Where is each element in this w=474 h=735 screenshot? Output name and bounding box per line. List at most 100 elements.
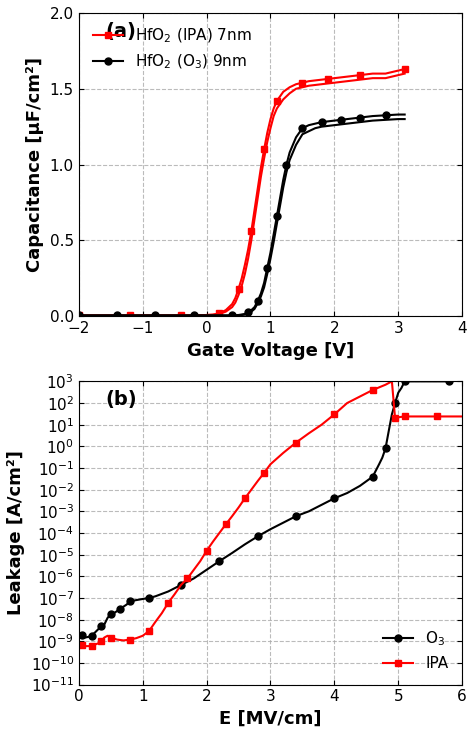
HfO$_2$ (O$_3$) 9nm xyxy=(127,311,133,320)
HfO$_2$ (IPA) 7nm xyxy=(287,83,292,92)
X-axis label: Gate Voltage [V]: Gate Voltage [V] xyxy=(187,342,354,359)
HfO$_2$ (O$_3$) 9nm xyxy=(268,248,273,257)
HfO$_2$ (O$_3$) 9nm xyxy=(140,311,146,320)
Line: HfO$_2$ (O$_3$) 9nm: HfO$_2$ (O$_3$) 9nm xyxy=(75,111,408,319)
Y-axis label: Leakage [A/cm²]: Leakage [A/cm²] xyxy=(7,451,25,615)
O$_3$ xyxy=(408,377,414,386)
O$_3$ xyxy=(124,600,129,609)
O$_3$ xyxy=(380,453,385,462)
IPA xyxy=(79,640,85,649)
IPA xyxy=(82,642,88,650)
HfO$_2$ (IPA) 7nm xyxy=(258,163,264,172)
HfO$_2$ (O$_3$) 9nm xyxy=(153,311,158,320)
Y-axis label: Capacitance [μF/cm²]: Capacitance [μF/cm²] xyxy=(26,57,44,272)
IPA xyxy=(389,377,395,386)
HfO$_2$ (O$_3$) 9nm xyxy=(364,112,369,121)
IPA xyxy=(261,468,267,477)
O$_3$ xyxy=(399,384,404,392)
HfO$_2$ (IPA) 7nm xyxy=(236,284,241,293)
HfO$_2$ (O$_3$) 9nm xyxy=(242,309,248,318)
HfO$_2$ (O$_3$) 9nm xyxy=(229,311,235,320)
O$_3$ xyxy=(268,525,273,534)
O$_3$ xyxy=(242,540,248,549)
Text: (a): (a) xyxy=(106,22,137,41)
O$_3$ xyxy=(95,625,101,634)
HfO$_2$ (IPA) 7nm xyxy=(229,300,235,309)
O$_3$ xyxy=(92,628,98,637)
IPA xyxy=(242,494,248,503)
O$_3$ xyxy=(357,481,363,490)
HfO$_2$ (IPA) 7nm xyxy=(89,311,94,320)
HfO$_2$ (O$_3$) 9nm xyxy=(395,110,401,119)
O$_3$ xyxy=(165,587,171,596)
O$_3$ xyxy=(108,610,114,619)
O$_3$ xyxy=(376,460,382,469)
HfO$_2$ (IPA) 7nm xyxy=(274,96,280,105)
Line: IPA: IPA xyxy=(79,378,465,650)
HfO$_2$ (O$_3$) 9nm xyxy=(383,111,388,120)
O$_3$ xyxy=(111,609,117,617)
HfO$_2$ (O$_3$) 9nm xyxy=(325,117,331,126)
HfO$_2$ (IPA) 7nm xyxy=(242,260,248,269)
O$_3$ xyxy=(85,633,91,642)
HfO$_2$ (O$_3$) 9nm xyxy=(277,193,283,202)
O$_3$ xyxy=(89,631,94,640)
IPA xyxy=(459,412,465,421)
O$_3$ xyxy=(306,507,312,516)
O$_3$ xyxy=(79,631,85,639)
O$_3$ xyxy=(146,594,152,603)
HfO$_2$ (O$_3$) 9nm xyxy=(319,118,324,126)
HfO$_2$ (O$_3$) 9nm xyxy=(402,110,408,119)
O$_3$ xyxy=(82,633,88,642)
HfO$_2$ (IPA) 7nm xyxy=(217,309,222,318)
HfO$_2$ (IPA) 7nm xyxy=(204,311,210,320)
HfO$_2$ (IPA) 7nm xyxy=(306,76,312,85)
O$_3$ xyxy=(127,597,133,606)
O$_3$ xyxy=(395,388,401,397)
O$_3$ xyxy=(153,592,158,600)
HfO$_2$ (O$_3$) 9nm xyxy=(217,311,222,320)
HfO$_2$ (O$_3$) 9nm xyxy=(338,115,344,124)
HfO$_2$ (O$_3$) 9nm xyxy=(274,212,280,220)
HfO$_2$ (IPA) 7nm xyxy=(383,69,388,78)
O$_3$ xyxy=(319,501,324,509)
HfO$_2$ (IPA) 7nm xyxy=(252,206,257,215)
HfO$_2$ (O$_3$) 9nm xyxy=(344,115,350,123)
HfO$_2$ (IPA) 7nm xyxy=(261,145,267,154)
HfO$_2$ (IPA) 7nm xyxy=(312,76,318,85)
HfO$_2$ (O$_3$) 9nm xyxy=(191,311,197,320)
IPA xyxy=(184,574,190,583)
HfO$_2$ (IPA) 7nm xyxy=(264,129,270,137)
O$_3$ xyxy=(389,410,395,419)
O$_3$ xyxy=(331,494,337,503)
Legend: O$_3$, IPA: O$_3$, IPA xyxy=(376,623,455,677)
HfO$_2$ (O$_3$) 9nm xyxy=(178,311,184,320)
HfO$_2$ (O$_3$) 9nm xyxy=(370,112,375,121)
HfO$_2$ (IPA) 7nm xyxy=(357,71,363,79)
HfO$_2$ (IPA) 7nm xyxy=(344,72,350,81)
HfO$_2$ (IPA) 7nm xyxy=(281,87,286,96)
O$_3$ xyxy=(140,595,146,603)
HfO$_2$ (O$_3$) 9nm xyxy=(165,311,171,320)
HfO$_2$ (O$_3$) 9nm xyxy=(293,133,299,142)
HfO$_2$ (IPA) 7nm xyxy=(370,69,375,78)
O$_3$ xyxy=(98,622,104,631)
HfO$_2$ (O$_3$) 9nm xyxy=(281,176,286,184)
HfO$_2$ (O$_3$) 9nm xyxy=(264,263,270,272)
O$_3$ xyxy=(121,602,127,611)
HfO$_2$ (IPA) 7nm xyxy=(223,306,228,315)
O$_3$ xyxy=(428,377,433,386)
HfO$_2$ (O$_3$) 9nm xyxy=(351,114,356,123)
HfO$_2$ (O$_3$) 9nm xyxy=(300,123,305,132)
HfO$_2$ (O$_3$) 9nm xyxy=(261,279,267,287)
HfO$_2$ (O$_3$) 9nm xyxy=(252,303,257,312)
Line: HfO$_2$ (IPA) 7nm: HfO$_2$ (IPA) 7nm xyxy=(75,65,408,319)
O$_3$ xyxy=(281,518,286,527)
HfO$_2$ (O$_3$) 9nm xyxy=(271,230,276,239)
IPA xyxy=(255,477,261,486)
HfO$_2$ (IPA) 7nm xyxy=(178,311,184,320)
IPA xyxy=(306,429,312,438)
O$_3$ xyxy=(105,614,110,623)
HfO$_2$ (IPA) 7nm xyxy=(239,274,245,283)
HfO$_2$ (O$_3$) 9nm xyxy=(312,119,318,128)
